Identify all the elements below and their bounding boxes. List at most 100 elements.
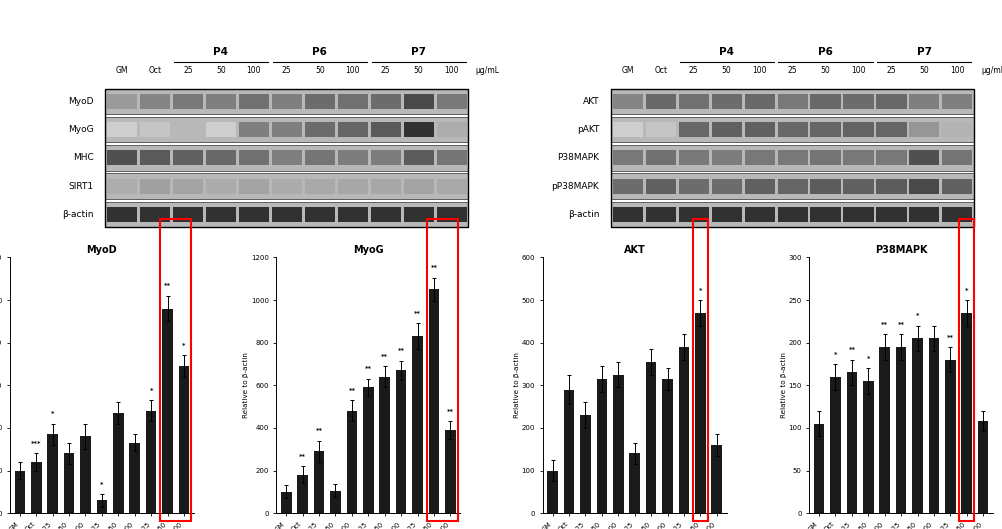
Bar xyxy=(172,94,202,109)
Bar xyxy=(843,94,873,109)
Bar xyxy=(710,94,740,109)
Bar xyxy=(645,362,655,513)
Title: AKT: AKT xyxy=(623,245,645,255)
Bar xyxy=(305,150,335,165)
Text: **: ** xyxy=(881,322,888,327)
Bar xyxy=(610,88,973,114)
Bar xyxy=(928,339,938,513)
Text: 50: 50 xyxy=(919,66,929,75)
Bar xyxy=(105,88,468,114)
Bar xyxy=(710,207,740,222)
Bar xyxy=(777,122,807,137)
Bar xyxy=(178,366,189,513)
Text: P7: P7 xyxy=(916,48,931,58)
Bar xyxy=(338,179,368,194)
Bar xyxy=(777,94,807,109)
Bar xyxy=(876,150,906,165)
Bar xyxy=(436,122,466,137)
Bar xyxy=(113,413,123,513)
Text: P4: P4 xyxy=(718,48,733,58)
Bar xyxy=(129,443,140,513)
Bar xyxy=(272,179,302,194)
Bar xyxy=(710,179,740,194)
Bar xyxy=(403,94,433,109)
Text: *: * xyxy=(51,411,54,417)
Text: **: ** xyxy=(897,322,904,327)
Text: MyoD: MyoD xyxy=(68,97,93,106)
Bar xyxy=(612,179,642,194)
Bar xyxy=(205,179,235,194)
Bar xyxy=(172,122,202,137)
Bar xyxy=(692,219,707,521)
Bar xyxy=(272,207,302,222)
Bar xyxy=(172,179,202,194)
Bar xyxy=(139,122,169,137)
Bar xyxy=(610,117,973,142)
Bar xyxy=(843,122,873,137)
Bar xyxy=(694,313,705,513)
Text: 100: 100 xyxy=(444,66,458,75)
Bar xyxy=(645,122,675,137)
Bar xyxy=(238,94,269,109)
Text: *: * xyxy=(697,288,701,294)
Bar xyxy=(958,219,973,521)
Bar xyxy=(596,379,606,513)
Bar xyxy=(843,179,873,194)
Bar xyxy=(139,150,169,165)
Bar xyxy=(272,122,302,137)
Text: Oct: Oct xyxy=(653,66,666,75)
Bar xyxy=(612,122,642,137)
Bar xyxy=(338,150,368,165)
Bar xyxy=(426,219,457,521)
Text: 25: 25 xyxy=(183,66,192,75)
Text: β-actin: β-actin xyxy=(62,210,93,219)
Bar xyxy=(205,94,235,109)
Bar xyxy=(678,122,708,137)
Bar xyxy=(810,122,840,137)
Bar xyxy=(305,179,335,194)
Bar xyxy=(107,122,137,137)
Bar xyxy=(338,122,368,137)
Bar xyxy=(743,179,774,194)
Bar xyxy=(160,219,191,521)
Text: **: ** xyxy=(316,428,323,434)
Text: 100: 100 xyxy=(949,66,964,75)
Bar xyxy=(139,207,169,222)
Text: β-actin: β-actin xyxy=(567,210,599,219)
Bar xyxy=(610,145,973,171)
Bar xyxy=(862,381,873,513)
Text: μg/mL: μg/mL xyxy=(980,66,1002,75)
Bar xyxy=(645,179,675,194)
Text: **: ** xyxy=(365,367,372,372)
Bar xyxy=(371,179,401,194)
Bar xyxy=(678,347,688,513)
Bar xyxy=(162,308,172,513)
Bar xyxy=(371,122,401,137)
Text: MyoG: MyoG xyxy=(68,125,93,134)
Bar xyxy=(942,207,972,222)
Text: 25: 25 xyxy=(381,66,390,75)
Text: **: ** xyxy=(299,454,306,460)
Bar xyxy=(942,179,972,194)
Bar xyxy=(678,150,708,165)
Bar xyxy=(610,202,973,227)
Bar xyxy=(876,179,906,194)
Bar xyxy=(80,436,91,513)
Bar xyxy=(172,150,202,165)
Text: *: * xyxy=(964,288,968,294)
Bar xyxy=(678,207,708,222)
Bar xyxy=(436,207,466,222)
Text: **: ** xyxy=(164,284,170,289)
Text: P38MAPK: P38MAPK xyxy=(557,153,599,162)
Title: P38MAPK: P38MAPK xyxy=(874,245,927,255)
Bar xyxy=(743,207,774,222)
Bar xyxy=(107,150,137,165)
Bar xyxy=(64,453,74,513)
Bar xyxy=(547,470,557,513)
Bar xyxy=(445,430,455,513)
Bar xyxy=(238,122,269,137)
Text: *: * xyxy=(100,481,103,488)
Title: MyoD: MyoD xyxy=(86,245,117,255)
Bar xyxy=(612,375,623,513)
Bar xyxy=(379,377,390,513)
